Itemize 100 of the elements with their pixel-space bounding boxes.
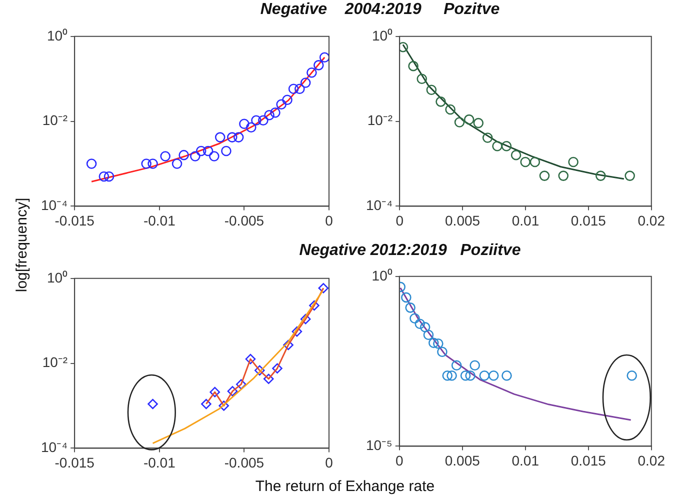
point [568,156,578,168]
point [454,117,465,128]
point [98,171,110,182]
y-tick-label: 10⁰ [372,27,393,44]
point [595,170,606,181]
point [201,398,212,410]
point [530,156,540,168]
x-tick-label: 0.005 [445,212,480,228]
point [539,170,550,181]
text: Negative 2004:2019 Pozitve [259,1,501,19]
x-tick-label: 0.015 [570,452,606,468]
point [236,379,246,390]
x-axis-title: The return of Exhange rate [254,478,436,495]
point [202,146,214,156]
point [445,104,456,115]
point [473,118,484,128]
point [251,115,262,126]
x-tick-label: -0.01 [143,212,176,228]
point [624,170,635,181]
point [433,338,444,349]
point [319,52,329,63]
point [209,151,220,162]
point [218,400,229,411]
point [233,132,244,142]
x-tick-label: 0.02 [638,452,666,468]
point [246,122,256,133]
point [318,282,329,294]
x-tick-label: 0.01 [512,212,540,228]
point [309,300,320,311]
point [227,132,238,142]
point [104,171,114,182]
y-tick-label: 10⁰ [372,267,392,284]
x-tick-label: -0.015 [54,212,95,228]
point [446,370,457,381]
x-tick-label: -0.01 [143,454,176,470]
point [148,158,158,169]
x-tick-label: 0.02 [638,212,666,228]
y-axis-title: log[frequency] [14,198,30,292]
point [172,158,182,169]
point [401,292,412,303]
point [227,386,238,396]
point [300,314,311,324]
point [460,370,471,381]
x-tick-label: -0.015 [54,454,95,470]
point [423,330,434,340]
point [292,326,302,337]
point [160,151,170,162]
x-tick-label: 0.01 [512,452,540,468]
y-tick-label: 10⁻⁴ [366,197,393,214]
point [510,150,522,160]
point [264,110,274,120]
point [410,313,420,324]
point [178,150,189,160]
point [626,370,637,381]
point [214,132,226,142]
point [558,170,569,181]
point [190,151,200,162]
x-tick-label: 0 [396,212,404,228]
chart-title: Negative 2012:2019 Poziitve [298,242,522,260]
point [502,370,512,381]
point [451,360,462,371]
point [442,370,453,381]
point [258,115,268,126]
y-tick-label: 10⁻² [367,112,393,128]
point [283,340,294,350]
point [141,158,152,169]
point [465,370,476,381]
point [420,322,430,332]
x-tick-label: 0 [395,452,404,468]
point [488,370,499,381]
point [416,74,428,84]
point [482,132,493,143]
point [272,363,282,374]
point [148,398,158,410]
point [294,84,305,94]
point [436,96,446,107]
point [414,318,426,330]
point [437,346,448,358]
point [254,365,265,376]
point [300,78,311,88]
y-tick-label: 10⁻² [42,354,68,370]
point [221,146,232,156]
y-tick-label: 10⁰ [47,269,68,286]
point [210,386,220,398]
x-tick-label: 0 [325,454,334,470]
point [276,99,286,110]
y-tick-label: 10⁻⁴ [40,197,68,214]
x-tick-label: 0 [325,212,334,228]
x-tick-label: -0.005 [224,454,264,470]
point [239,118,250,130]
point [86,158,97,169]
point [314,60,324,70]
point [470,360,480,371]
point [306,67,317,78]
point [426,84,437,96]
y-tick-label: 10⁻² [42,112,68,128]
point [245,354,256,364]
x-tick-label: -0.005 [224,212,264,228]
x-tick-label: 0.015 [570,212,606,228]
point [282,94,292,106]
